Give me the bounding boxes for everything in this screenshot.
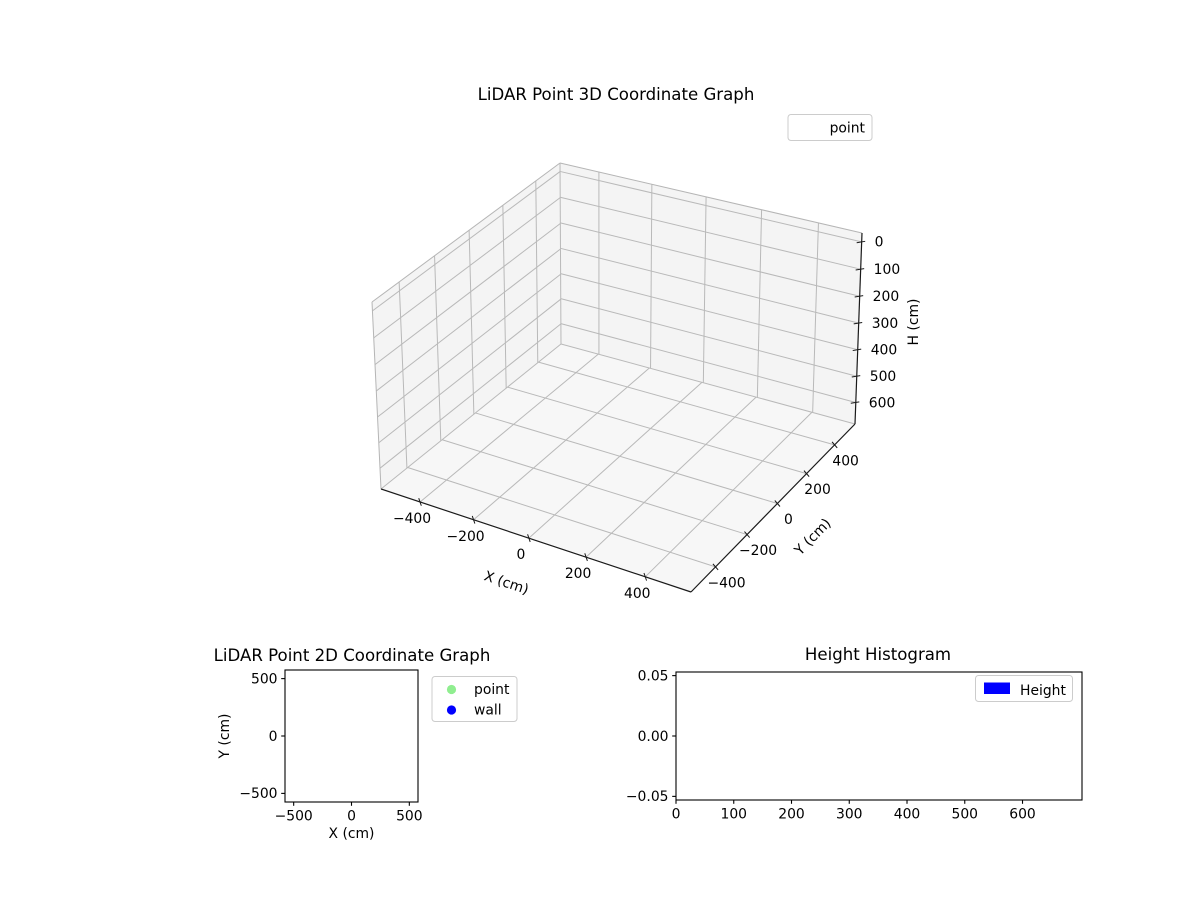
z-tick-label: 600	[869, 395, 896, 411]
axes2d-geometry: −500 0 500 −500 0 500	[239, 670, 422, 825]
histogram-y-tick-label: 0.05	[638, 668, 669, 684]
x-tick-label: 400	[624, 586, 651, 602]
plot2d-legend-label-wall: wall	[474, 703, 502, 719]
plot2d-y-tick-label: 0	[269, 729, 278, 745]
plot-histogram: Height Histogram 0 100 200 300 400 500 600 0.05…	[626, 645, 1082, 823]
histogram-x-tick-label: 400	[894, 807, 921, 823]
histogram-x-tick-label: 600	[1009, 807, 1036, 823]
z-tick-label: 500	[870, 369, 897, 385]
plot-3d: LiDAR Point 3D Coordinate Graph −400 −200…	[372, 85, 922, 602]
plot2d-y-tick-label: −500	[239, 786, 277, 802]
z-tick-label: 300	[872, 316, 899, 332]
z-tick-label: 0	[875, 235, 884, 251]
point-marker-icon	[447, 685, 456, 694]
y-tick-label: 400	[832, 453, 859, 469]
y-tick-label: −400	[707, 575, 745, 591]
y-tick-label: 0	[784, 512, 793, 528]
y-tick-label: 200	[804, 482, 831, 498]
histogram-x-tick-label: 0	[672, 807, 681, 823]
z-tick-label: 100	[874, 262, 901, 278]
plot3d-z-axis-label: H (cm)	[906, 299, 922, 346]
y-tick-label: −200	[739, 543, 777, 559]
plot2d-legend-label-point: point	[474, 682, 510, 698]
plot2d-y-axis-label: Y (cm)	[217, 714, 233, 760]
plot3d-legend: point	[788, 115, 872, 141]
plot2d-title: LiDAR Point 2D Coordinate Graph	[214, 646, 491, 665]
plot3d-title: LiDAR Point 3D Coordinate Graph	[478, 85, 755, 104]
histogram-y-tick-label: 0.00	[638, 729, 669, 745]
plot2d-x-tick-label: −500	[275, 809, 313, 825]
plot2d-frame	[285, 670, 418, 802]
z-tick-label: 200	[873, 289, 900, 305]
histogram-y-tick-label: −0.05	[626, 789, 669, 805]
x-tick-label: −400	[393, 511, 431, 527]
x-tick-label: 0	[516, 547, 525, 563]
plot2d-legend: point wall	[432, 677, 517, 722]
histogram-x-tick-label: 500	[952, 807, 979, 823]
plot2d-x-tick-label: 500	[396, 809, 423, 825]
plot3d-x-axis-label: X (cm)	[482, 568, 531, 598]
histogram-legend: Height	[976, 676, 1073, 702]
histogram-x-tick-label: 200	[778, 807, 805, 823]
height-swatch-icon	[984, 683, 1010, 695]
histogram-legend-label-height: Height	[1020, 683, 1066, 699]
plot-2d: LiDAR Point 2D Coordinate Graph −500 0 500…	[214, 646, 517, 842]
plot2d-y-tick-label: 500	[251, 671, 278, 687]
x-tick-label: −200	[446, 529, 484, 545]
histogram-x-tick-label: 300	[836, 807, 863, 823]
plot2d-x-axis-label: X (cm)	[329, 826, 375, 842]
plot2d-x-tick-label: 0	[347, 809, 356, 825]
plot3d-y-axis-label: Y (cm)	[791, 516, 835, 560]
wall-marker-icon	[447, 705, 456, 714]
histogram-x-tick-label: 100	[720, 807, 747, 823]
histogram-title: Height Histogram	[805, 645, 951, 664]
z-tick-label: 400	[871, 343, 898, 359]
plot3d-legend-label-point: point	[830, 121, 866, 137]
x-tick-label: 200	[565, 566, 592, 582]
